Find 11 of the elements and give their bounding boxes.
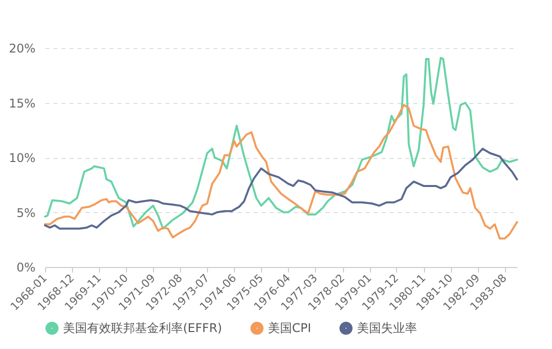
y-tick-label: 15% bbox=[8, 96, 36, 110]
y-tick-label: 10% bbox=[8, 151, 36, 165]
line-series bbox=[44, 148, 518, 230]
legend-label: 美国失业率 bbox=[357, 321, 417, 336]
line-series bbox=[44, 56, 518, 230]
y-tick-label: 5% bbox=[16, 206, 36, 220]
y-tick-label: 20% bbox=[8, 42, 36, 56]
y-tick-label: 0% bbox=[16, 260, 36, 274]
line-series bbox=[44, 104, 518, 240]
legend-label: 美国有效联邦基金利率(EFFR) bbox=[63, 321, 222, 336]
legend-label: 美国CPI bbox=[268, 321, 312, 336]
